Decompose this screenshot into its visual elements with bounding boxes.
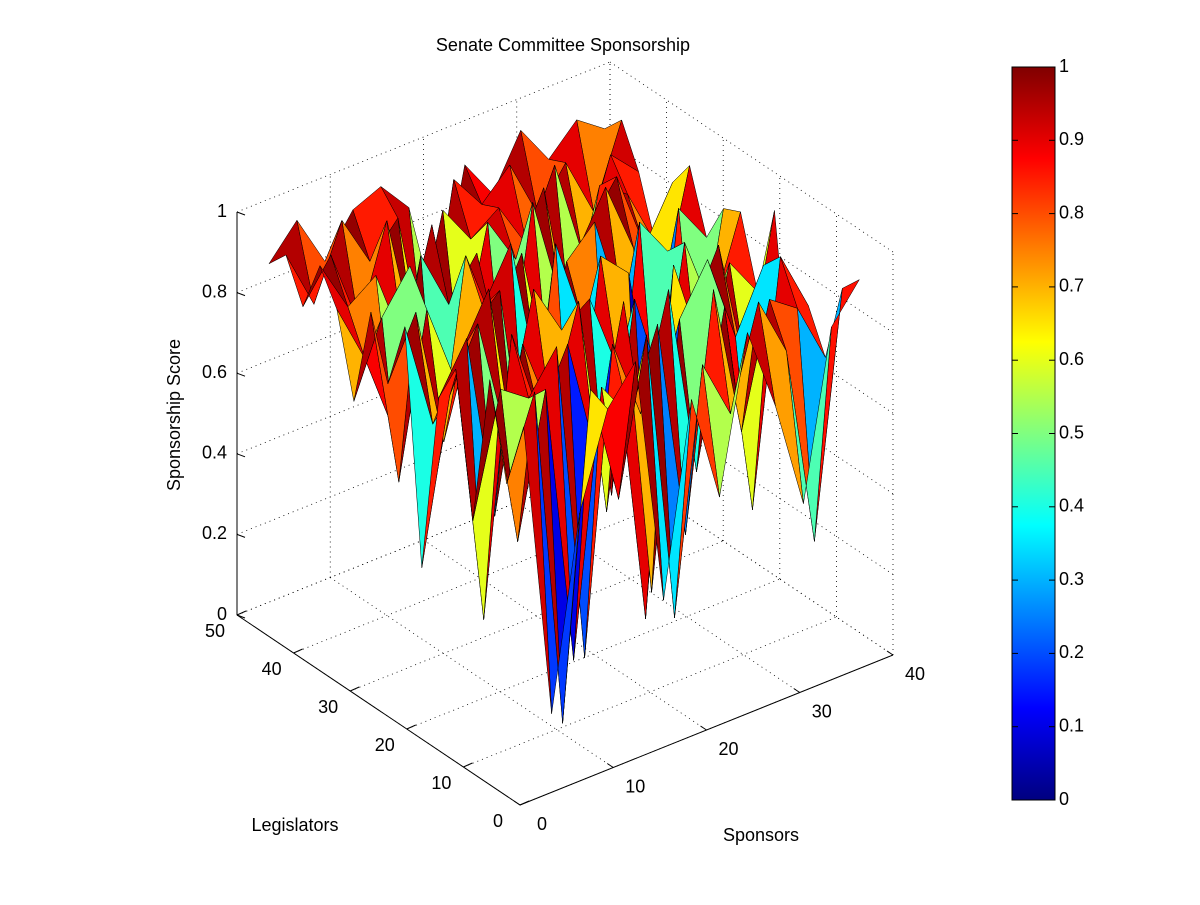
x-tick — [886, 650, 894, 656]
z-tick — [236, 533, 246, 538]
z-tick-label: 0 — [217, 604, 227, 624]
colorbar-tick-label: 0.4 — [1059, 496, 1084, 516]
x-tick-label: 10 — [625, 776, 645, 796]
colorbar-tick-label: 0 — [1059, 789, 1069, 809]
z-tick-label: 1 — [217, 201, 227, 221]
y-tick — [236, 610, 247, 616]
colorbar-tick-label: 0.8 — [1059, 202, 1084, 222]
z-tick-label: 0.8 — [202, 281, 227, 301]
z-tick-label: 0.4 — [202, 443, 227, 463]
x-tick — [606, 763, 614, 768]
z-tick — [236, 292, 246, 297]
grid-line — [609, 142, 894, 333]
x-tick — [700, 725, 707, 731]
y-tick — [406, 724, 417, 730]
x-tick-label: 20 — [718, 739, 738, 759]
grid-line — [406, 578, 780, 730]
colorbar-tick-label: 0.6 — [1059, 349, 1084, 369]
grid-line — [609, 464, 894, 656]
grid-line — [609, 61, 894, 253]
y-axis — [236, 614, 521, 806]
surface-face — [506, 391, 552, 714]
colorbar-tick-label: 0.7 — [1059, 276, 1084, 296]
x-tick-label: 0 — [537, 814, 547, 834]
y-tick-label: 50 — [205, 621, 225, 641]
z-tick — [236, 211, 246, 216]
y-tick-label: 0 — [493, 811, 503, 831]
chart-title: Senate Committee Sponsorship — [436, 35, 690, 55]
colorbar — [1011, 66, 1056, 801]
colorbar-tick-label: 0.5 — [1059, 422, 1084, 442]
grid-line — [236, 61, 611, 213]
z-axis-label: Sponsorship Score — [164, 339, 184, 491]
z-tick — [236, 453, 246, 458]
x-tick — [793, 688, 801, 693]
colorbar-tick-label: 1 — [1059, 56, 1069, 76]
colorbar-tick-label: 0.3 — [1059, 569, 1084, 589]
grid-line — [463, 616, 837, 768]
y-tick — [463, 762, 473, 768]
y-tick-label: 10 — [431, 773, 451, 793]
y-tick-label: 40 — [262, 659, 282, 679]
colorbar-tick-label: 0.1 — [1059, 715, 1084, 735]
x-axis-label: Sponsors — [723, 825, 799, 845]
z-tick — [236, 372, 246, 377]
colorbar-tick-label: 0.2 — [1059, 642, 1084, 662]
x-tick-label: 30 — [812, 701, 832, 721]
y-axis-label: Legislators — [251, 815, 338, 835]
grid-line — [516, 502, 800, 693]
x-tick — [513, 800, 521, 806]
colorbar-tick-label: 0.9 — [1059, 129, 1084, 149]
grid-line — [330, 577, 614, 768]
y-tick — [349, 686, 360, 692]
y-tick — [293, 648, 303, 654]
z-tick-label: 0.6 — [202, 362, 227, 382]
y-tick-label: 20 — [375, 735, 395, 755]
x-tick-label: 40 — [905, 664, 925, 684]
grid-line — [293, 502, 667, 654]
y-tick-label: 30 — [318, 697, 338, 717]
z-tick-label: 0.2 — [202, 523, 227, 543]
y-tick — [519, 800, 530, 806]
z-tick — [236, 614, 246, 619]
